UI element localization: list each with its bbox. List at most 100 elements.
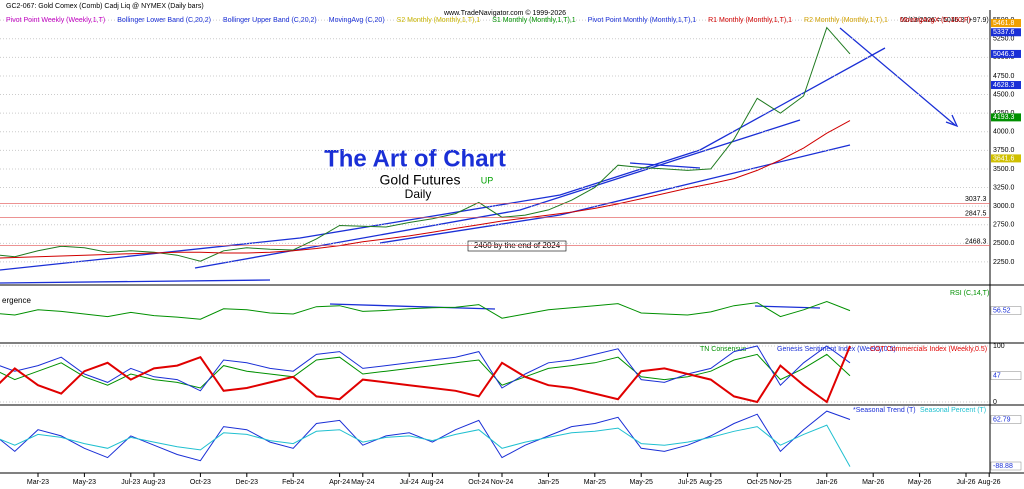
panel-label: ergence	[2, 296, 31, 305]
rsi-divergence-line	[329, 303, 496, 310]
y-tick-label: 3750.0	[993, 147, 1015, 154]
x-tick-label: May-25	[630, 479, 653, 486]
trendline	[194, 119, 801, 269]
y-tick-label: 4500.0	[993, 91, 1015, 98]
value-box	[990, 461, 1022, 471]
x-tick-label: Jul-23	[121, 479, 140, 486]
price-label-box	[991, 81, 1021, 90]
price-label: 5461.8	[993, 20, 1015, 27]
x-tick-label: Aug-23	[143, 479, 166, 486]
x-tick-label: Nov-25	[769, 479, 792, 486]
series-line	[0, 26, 851, 262]
current-value-label: -88.88	[993, 463, 1013, 470]
last-quote: 02/13/2026 = 5046.3 (+97.9)	[900, 17, 989, 24]
legend-entry: Pivot Point Weekly (Weekly,1,T)	[6, 17, 105, 24]
y-tick-label: 2500.0	[993, 240, 1015, 247]
x-tick-label: Apr-24	[329, 479, 350, 486]
x-tick-label: Jan-25	[538, 479, 560, 486]
current-value-label: 56.52	[993, 307, 1011, 314]
x-tick-label: Oct-25	[747, 479, 768, 486]
x-tick-label: Mar-26	[862, 479, 884, 486]
x-tick-label: Jul-25	[678, 479, 697, 486]
price-label: 4628.3	[993, 82, 1015, 89]
series-line	[0, 300, 851, 320]
x-tick-label: Aug-25	[700, 479, 723, 486]
series-line	[0, 345, 851, 404]
price-label-box	[991, 28, 1021, 37]
price-label: 5046.3	[993, 51, 1015, 58]
x-tick-label: Jan-26	[816, 479, 838, 486]
current-value-label: 47	[993, 373, 1001, 380]
x-tick-label: Oct-23	[190, 479, 211, 486]
legend-entry: COT Commercials Index (Weekly,0.5)	[870, 346, 987, 353]
legend-entry: Seasonal Percent (T)	[920, 407, 986, 414]
x-tick-label: Mar-25	[584, 479, 606, 486]
trendline	[379, 144, 851, 244]
timeframe: Daily	[405, 187, 432, 201]
legend-entry: R1 Monthly (Monthly,1,T),1	[708, 17, 792, 24]
y-tick-label: 0	[993, 399, 997, 406]
series-line	[0, 424, 851, 467]
trend-arrow	[839, 27, 956, 126]
legend-entry: Genesis Sentiment Index (Weekly,0.5)	[777, 346, 896, 353]
subtitle: Gold Futures	[380, 172, 461, 188]
x-tick-label: Jul-24	[400, 479, 419, 486]
annotation-box	[467, 240, 567, 252]
legend-entry: Bollinger Lower Band (C,20,2)	[117, 17, 211, 24]
price-label: 4193.3	[993, 114, 1015, 121]
x-tick-label: Dec-23	[236, 479, 259, 486]
x-tick-label: May-23	[73, 479, 96, 486]
legend-entry: Bollinger Upper Band (C,20,2)	[223, 17, 317, 24]
x-tick-label: May-24	[351, 479, 374, 486]
trendline	[0, 47, 886, 271]
level-label: 3037.3	[965, 196, 987, 203]
x-tick-label: Aug-24	[421, 479, 444, 486]
level-label: 2847.5	[965, 210, 987, 217]
legend-entry: *Seasonal Trend (T)	[853, 407, 916, 414]
legend-entry: S1 Monthly (Monthly,1,T),1	[492, 17, 576, 24]
y-tick-label: 3500.0	[993, 166, 1015, 173]
y-tick-label: 4750.0	[993, 73, 1015, 80]
header: GC2-067: Gold Comex (Comb) Cadj Liq @ NY…	[6, 3, 204, 10]
legend-entry: TN Consensus	[700, 346, 747, 353]
series-line	[0, 120, 851, 259]
series-line	[0, 353, 851, 389]
price-label-box	[991, 113, 1021, 122]
x-tick-label: Mar-23	[27, 479, 49, 486]
legend-entry: MovingAvgX (C,150,F)	[900, 17, 971, 24]
y-tick-label: 4000.0	[993, 129, 1015, 136]
arrow-head	[945, 114, 959, 128]
price-label: 3641.6	[993, 155, 1015, 162]
trendline	[0, 279, 271, 284]
level-label: 2468.3	[965, 239, 987, 246]
trendline	[629, 162, 701, 169]
value-box	[990, 306, 1022, 315]
x-tick-label: Feb-24	[282, 479, 304, 486]
chart-title: The Art of Chart	[324, 145, 506, 172]
y-tick-label: 2750.0	[993, 222, 1015, 229]
y-tick-label: 3250.0	[993, 184, 1015, 191]
y-tick-label: 2250.0	[993, 259, 1015, 266]
y-tick-label: 100	[993, 343, 1005, 350]
series-line	[0, 345, 851, 392]
price-label-box	[991, 154, 1021, 163]
price-label-box	[991, 49, 1021, 58]
y-tick-label: 5250.0	[993, 36, 1015, 43]
copyright: www.TradeNavigator.com © 1999-2026	[443, 9, 566, 17]
current-value-label: 62.79	[993, 416, 1011, 423]
legend-entry: R2 Monthly (Monthly,1,T),1	[804, 17, 888, 24]
legend-entry: MovingAvg (C,20)	[329, 17, 385, 24]
legend-entry: Pivot Point Monthly (Monthly,1,T),1	[588, 17, 697, 24]
x-tick-label: May-26	[908, 479, 931, 486]
legend-entry: RSI (C,14,T)	[950, 290, 989, 297]
x-tick-label: Aug-26	[978, 479, 1001, 486]
value-box	[990, 415, 1022, 424]
series-line	[0, 410, 851, 462]
annotation: UP	[481, 175, 494, 185]
price-label-box	[991, 19, 1021, 28]
x-tick-label: Nov-24	[491, 479, 514, 486]
value-box	[990, 371, 1022, 380]
legend-entry: S2 Monthly (Monthly,1,T),1	[397, 17, 481, 24]
x-tick-label: Oct-24	[468, 479, 489, 486]
